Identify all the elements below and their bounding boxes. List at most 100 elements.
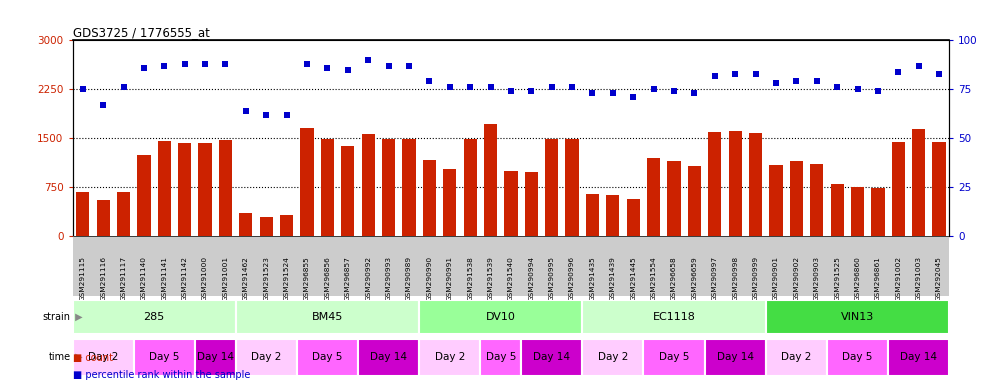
Point — [911, 63, 926, 69]
Bar — [297, 339, 358, 376]
Bar — [280, 215, 293, 236]
Point — [218, 61, 234, 67]
Point — [115, 84, 131, 90]
Point — [870, 88, 886, 94]
Point — [441, 84, 457, 90]
Bar — [504, 171, 518, 236]
Point — [850, 86, 866, 92]
Bar — [521, 339, 582, 376]
Bar — [912, 129, 925, 236]
Bar — [382, 139, 396, 236]
Point — [421, 78, 437, 84]
Bar — [137, 155, 150, 236]
Bar — [341, 146, 355, 236]
Bar — [422, 161, 436, 236]
Bar — [219, 139, 233, 236]
Bar — [708, 132, 722, 236]
Bar — [199, 144, 212, 236]
Point — [931, 71, 947, 77]
Point — [503, 88, 519, 94]
Bar — [96, 200, 109, 236]
Text: Day 5: Day 5 — [842, 352, 873, 362]
Bar — [358, 339, 419, 376]
Point — [544, 84, 560, 90]
Bar — [480, 339, 521, 376]
Bar — [705, 339, 765, 376]
Point — [482, 84, 498, 90]
Text: Day 2: Day 2 — [434, 352, 465, 362]
Bar — [443, 169, 456, 236]
Text: 285: 285 — [143, 312, 165, 322]
Bar — [300, 128, 314, 236]
Point — [381, 63, 397, 69]
Bar — [888, 339, 949, 376]
Bar — [582, 300, 765, 334]
Point — [319, 65, 335, 71]
Bar — [158, 141, 171, 236]
Bar — [585, 194, 599, 236]
Text: Day 14: Day 14 — [197, 352, 234, 362]
Point — [462, 84, 478, 90]
Text: Day 14: Day 14 — [717, 352, 753, 362]
Bar — [789, 161, 803, 236]
Text: Day 2: Day 2 — [251, 352, 281, 362]
Bar — [810, 164, 823, 236]
Text: Day 14: Day 14 — [901, 352, 937, 362]
Text: Day 5: Day 5 — [312, 352, 343, 362]
Bar — [831, 184, 844, 236]
Point — [299, 61, 315, 67]
Point — [340, 67, 356, 73]
Text: ■ percentile rank within the sample: ■ percentile rank within the sample — [73, 370, 249, 380]
Text: GDS3725 / 1776555_at: GDS3725 / 1776555_at — [73, 26, 210, 39]
Point — [238, 108, 253, 114]
Bar — [525, 172, 538, 236]
Point — [565, 84, 580, 90]
Point — [156, 63, 172, 69]
Bar — [463, 139, 477, 236]
Point — [75, 86, 90, 92]
Bar — [362, 134, 375, 236]
Point — [258, 112, 274, 118]
Bar — [73, 300, 236, 334]
Bar — [484, 124, 497, 236]
Bar — [647, 158, 660, 236]
Point — [524, 88, 540, 94]
Bar — [932, 142, 945, 236]
Point — [278, 112, 294, 118]
Point — [728, 71, 744, 77]
Text: time: time — [49, 352, 71, 362]
Bar — [626, 199, 640, 236]
Bar — [73, 339, 134, 376]
Point — [360, 57, 376, 63]
Text: ■ count: ■ count — [73, 353, 112, 363]
Text: Day 2: Day 2 — [87, 352, 118, 362]
Text: strain: strain — [43, 312, 71, 322]
Point — [666, 88, 682, 94]
Point — [177, 61, 193, 67]
Bar — [765, 339, 827, 376]
Text: Day 14: Day 14 — [533, 352, 571, 362]
Point — [747, 71, 763, 77]
Point — [809, 78, 825, 84]
Bar — [688, 166, 701, 236]
Bar — [259, 217, 273, 236]
Bar — [643, 339, 705, 376]
Bar — [765, 300, 949, 334]
Text: DV10: DV10 — [486, 312, 516, 322]
Bar — [667, 161, 681, 236]
Text: Day 5: Day 5 — [659, 352, 689, 362]
Bar — [117, 192, 130, 236]
Text: EC1118: EC1118 — [653, 312, 696, 322]
Bar — [419, 339, 480, 376]
Point — [197, 61, 213, 67]
Point — [605, 90, 621, 96]
Bar — [419, 300, 582, 334]
Text: ▶: ▶ — [73, 352, 83, 362]
Point — [687, 90, 703, 96]
Bar — [606, 195, 619, 236]
Point — [707, 73, 723, 79]
Point — [768, 80, 784, 86]
Text: Day 2: Day 2 — [781, 352, 811, 362]
Point — [891, 69, 907, 75]
Bar — [872, 188, 885, 236]
